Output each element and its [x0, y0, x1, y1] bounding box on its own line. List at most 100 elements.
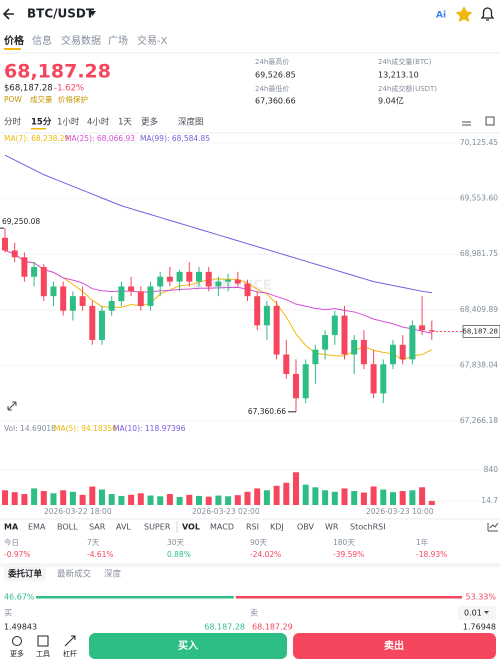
indicator-settings[interactable]	[487, 522, 499, 532]
interval[interactable]: 15分	[31, 117, 52, 128]
volume-bar	[60, 490, 67, 505]
indicator[interactable]: MACD	[210, 523, 234, 532]
interval[interactable]: 深度图	[178, 117, 204, 128]
indicator[interactable]: StochRSI	[350, 523, 386, 532]
tools-icon[interactable]	[37, 635, 49, 647]
volume-bar	[351, 491, 358, 505]
candle-body	[409, 325, 416, 360]
order-tab[interactable]: 最新成交	[57, 569, 92, 580]
indicator[interactable]: AVL	[116, 523, 131, 532]
volume-bar	[128, 494, 135, 505]
interval[interactable]: 1小时	[57, 117, 80, 128]
interval[interactable]: 分时	[4, 117, 22, 128]
notification-icon[interactable]	[480, 7, 495, 21]
buy-label: 买	[4, 609, 12, 618]
indicator[interactable]: SAR	[89, 523, 106, 532]
indicator[interactable]: EMA	[28, 523, 46, 532]
tab[interactable]: 广场	[108, 34, 128, 47]
tab[interactable]: 交易-X	[137, 34, 168, 47]
order-tab[interactable]: 委托订单	[7, 569, 43, 580]
candle-body	[79, 296, 86, 306]
indicator[interactable]: OBV	[297, 523, 315, 532]
buy-button[interactable]	[89, 633, 287, 659]
volume-bar	[11, 492, 18, 505]
buy-button-label[interactable]: 买入	[178, 640, 198, 652]
candle-body	[118, 286, 125, 302]
interval-indicator	[31, 128, 46, 130]
last-price: 68,187.28	[4, 61, 111, 83]
indicator[interactable]: RSI	[246, 523, 259, 532]
candle-body	[196, 271, 202, 282]
tab[interactable]: 价格	[4, 34, 25, 47]
interval[interactable]: 更多	[141, 117, 159, 128]
ai-icon[interactable]: Ai	[436, 11, 446, 21]
low-label: 67,360.66	[248, 407, 286, 416]
stat-value: 13,213.10	[378, 71, 419, 80]
indicator[interactable]: BOLL	[57, 523, 78, 532]
back-button[interactable]	[2, 8, 14, 20]
sell-button[interactable]	[293, 633, 496, 659]
candle-body	[273, 305, 280, 355]
candle-body	[341, 315, 348, 355]
indicator[interactable]: KDJ	[270, 523, 284, 532]
volume-bar	[370, 486, 377, 505]
leverage-icon[interactable]	[64, 635, 76, 647]
tools[interactable]: 工具	[36, 650, 50, 658]
more[interactable]: 更多	[10, 649, 24, 658]
pair[interactable]: BTC/USDT	[27, 7, 95, 21]
tab[interactable]: 交易数据	[61, 34, 101, 47]
book-size: 1.76948	[463, 623, 496, 632]
order-tab[interactable]: 深度	[104, 569, 122, 580]
interval[interactable]: 4小时	[87, 117, 110, 128]
indicator[interactable]: MA	[4, 523, 19, 532]
candle-body	[137, 291, 144, 306]
volume-tick-label: 14.7	[481, 496, 498, 505]
last-price-tag	[462, 325, 500, 338]
volume-bar	[234, 495, 241, 505]
candle-body	[322, 335, 329, 350]
candle-body	[390, 344, 396, 365]
period-change: -24.02%	[250, 550, 281, 559]
volume-bar	[390, 492, 396, 505]
volume-bar	[196, 495, 202, 505]
tab[interactable]: 信息	[32, 34, 52, 47]
indicator[interactable]: VOL	[182, 523, 200, 532]
indicator[interactable]: WR	[325, 523, 339, 532]
volume-bar	[147, 495, 154, 505]
volume-bar	[21, 494, 28, 505]
volume-bar	[263, 490, 270, 505]
precision-dropdown[interactable]	[484, 611, 489, 614]
volume-bar	[380, 489, 387, 505]
leverage[interactable]: 杠杆	[63, 649, 77, 658]
book-price: 68,187.29	[252, 623, 293, 632]
precision[interactable]: 0.01	[464, 609, 482, 618]
volume-tick-label: 840	[484, 465, 499, 474]
period-change: -18.93%	[416, 550, 447, 559]
last-price-label: 68,187.28	[462, 327, 498, 335]
period-change: -4.61%	[87, 550, 114, 559]
period-change: -0.97%	[4, 550, 31, 559]
precision-bg[interactable]	[458, 606, 496, 620]
candle-body	[50, 286, 57, 297]
volume-bar	[108, 494, 115, 505]
more-icon[interactable]	[12, 636, 22, 646]
candle-body	[215, 281, 222, 287]
pair-dropdown[interactable]	[89, 11, 96, 16]
volume-bar	[293, 472, 299, 505]
section-gap	[0, 563, 500, 567]
candle-body	[263, 305, 270, 326]
candle-body	[254, 296, 261, 326]
candle-body	[351, 339, 358, 355]
fullscreen-icon[interactable]	[7, 401, 17, 411]
volume-bar	[244, 491, 251, 505]
stat-value: 67,360.66	[255, 97, 296, 106]
indicator[interactable]: SUPER	[144, 523, 171, 532]
volume-legend: MA(10): 118.97396	[113, 424, 186, 433]
volume-bar	[69, 491, 76, 505]
sell-button-label[interactable]: 卖出	[384, 639, 404, 652]
period: 今日	[4, 537, 19, 547]
chart-settings-icon[interactable]	[462, 116, 495, 126]
favorite-icon[interactable]	[455, 6, 473, 23]
candle-body	[370, 364, 377, 394]
interval[interactable]: 1天	[118, 118, 132, 128]
